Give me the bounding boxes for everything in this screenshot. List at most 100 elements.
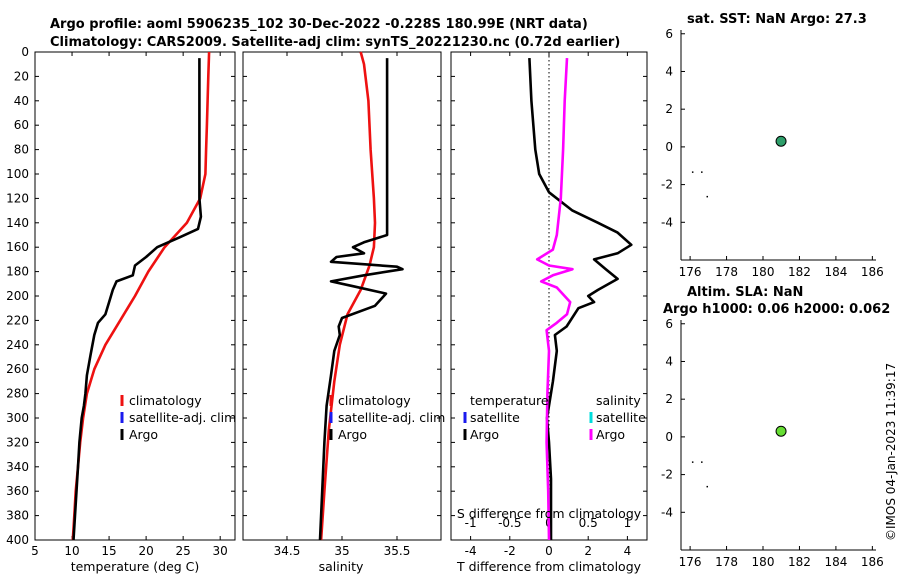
map-y-tick-label: -2 — [661, 468, 673, 482]
coastline-dot — [707, 486, 709, 488]
y-tick-label: 140 — [6, 216, 29, 230]
x-tick-label: 10 — [64, 544, 79, 558]
title-line-2: Climatology: CARS2009. Satellite-adj cli… — [50, 35, 620, 50]
legend-title-salinity: salinity — [596, 393, 641, 408]
temperature-legend: climatology satellite-adj. clim Argo — [122, 393, 236, 442]
y-tick-label: 160 — [6, 240, 29, 254]
y-tick-label: 60 — [14, 118, 29, 132]
x-tick-label: 2 — [584, 544, 592, 558]
argo-height-title: Argo h1000: 0.06 h2000: 0.062 — [663, 302, 890, 317]
map-y-tick-label: 2 — [665, 102, 673, 116]
series-line-t-diff-argo — [529, 58, 631, 540]
legend-label: Argo — [596, 427, 625, 442]
y-tick-label: 20 — [14, 69, 29, 83]
coastline-dot — [701, 171, 703, 173]
legend-label: satellite-adj. clim — [129, 410, 236, 425]
figure: Argo profile: aoml 5906235_102 30-Dec-20… — [0, 0, 900, 580]
x-tick-label: 35.5 — [384, 544, 411, 558]
map-x-tick-label: 184 — [824, 265, 847, 279]
temperature-panel: 0 20 40 60 80 100 120 140 160 180 200 220 240 260 280 3… — [6, 45, 235, 558]
legend-label: climatology — [129, 393, 202, 408]
map-x-tick-label: 184 — [824, 555, 847, 569]
map-y-tick-label: -4 — [661, 215, 673, 229]
map-x-tick-label: 176 — [679, 265, 702, 279]
altimetry-map-panel: -4 -2 0 2 4 6 176 178 180 182 184 186 — [661, 317, 884, 569]
x-axis-label-tdiff: T difference from climatology — [456, 559, 642, 574]
difference-legend: temperature salinity satellite Argo sate… — [465, 393, 646, 442]
argo-position-marker — [776, 426, 786, 436]
y-tick-label: 200 — [6, 289, 29, 303]
series-line-climatology — [321, 52, 375, 540]
map-y-tick-label: -2 — [661, 178, 673, 192]
legend-label: Argo — [338, 427, 367, 442]
series-line-argo — [320, 58, 403, 540]
map-y-tick-label: 0 — [665, 430, 673, 444]
top-axis-label-sdiff: S difference from climatology — [457, 506, 642, 521]
y-tick-label: 380 — [6, 509, 29, 523]
map-y-tick-label: 2 — [665, 392, 673, 406]
x-tick-label: 0 — [545, 544, 553, 558]
coastline-dot — [692, 171, 694, 173]
y-tick-label: 360 — [6, 484, 29, 498]
x-tick-label: 20 — [138, 544, 153, 558]
coastline-dot — [692, 461, 694, 463]
y-tick-label: 260 — [6, 362, 29, 376]
y-tick-label: 320 — [6, 435, 29, 449]
legend-label: Argo — [470, 427, 499, 442]
legend-label: climatology — [338, 393, 411, 408]
sst-title: sat. SST: NaN Argo: 27.3 — [687, 12, 867, 27]
y-tick-label: 220 — [6, 313, 29, 327]
y-tick-label: 100 — [6, 167, 29, 181]
map-x-tick-label: 182 — [788, 555, 811, 569]
y-tick-label: 400 — [6, 533, 29, 547]
x-tick-label: -2 — [504, 544, 516, 558]
y-tick-label: 280 — [6, 387, 29, 401]
coastline-dot — [707, 196, 709, 198]
x-tick-label: 25 — [176, 544, 191, 558]
argo-position-marker — [776, 136, 786, 146]
map-y-tick-label: -4 — [661, 505, 673, 519]
map-x-tick-label: 182 — [788, 265, 811, 279]
legend-label: satellite — [470, 410, 520, 425]
map-x-tick-label: 186 — [861, 265, 884, 279]
y-tick-label: 80 — [14, 143, 29, 157]
map-x-tick-label: 180 — [752, 555, 775, 569]
x-axis-label-temperature: temperature (deg C) — [71, 559, 200, 574]
y-tick-label: 180 — [6, 265, 29, 279]
y-tick-label: 0 — [21, 45, 29, 59]
map-y-tick-label: 0 — [665, 140, 673, 154]
map-y-tick-label: 6 — [665, 27, 673, 41]
map-x-tick-label: 178 — [715, 265, 738, 279]
x-tick-label: 34.5 — [274, 544, 301, 558]
legend-title-temperature: temperature — [470, 393, 549, 408]
x-tick-label: 5 — [31, 544, 39, 558]
map-x-tick-label: 186 — [861, 555, 884, 569]
y-tick-label: 340 — [6, 460, 29, 474]
legend-label: satellite — [596, 410, 646, 425]
difference-panel: -4 -2 0 2 4-1 -0.5 0 0.5 1 — [451, 52, 647, 558]
x-tick-label: 4 — [624, 544, 632, 558]
map-y-tick-label: 4 — [665, 64, 673, 78]
map-x-tick-label: 180 — [752, 265, 775, 279]
coastline-dot — [701, 461, 703, 463]
map-x-tick-label: 178 — [715, 555, 738, 569]
x-tick-label: 30 — [213, 544, 228, 558]
title-line-1: Argo profile: aoml 5906235_102 30-Dec-20… — [50, 17, 588, 32]
map-y-tick-label: 6 — [665, 317, 673, 331]
imos-timestamp: ©IMOS 04-Jan-2023 11:39:17 — [884, 363, 898, 541]
x-tick-label: 35 — [334, 544, 349, 558]
y-tick-label: 300 — [6, 411, 29, 425]
y-tick-label: 40 — [14, 94, 29, 108]
salinity-legend: climatology satellite-adj. clim Argo — [331, 393, 445, 442]
x-tick-label: 15 — [101, 544, 116, 558]
x-tick-label: -4 — [465, 544, 477, 558]
sst-map-panel: -4 -2 0 2 4 6 176 178 180 182 184 186 — [661, 27, 884, 279]
series-line-climatology — [73, 52, 209, 540]
altim-title: Altim. SLA: NaN — [687, 285, 803, 300]
series-line-s-diff-argo — [537, 58, 572, 540]
x-axis-label-salinity: salinity — [319, 559, 364, 574]
map-y-tick-label: 4 — [665, 354, 673, 368]
map-x-tick-label: 176 — [679, 555, 702, 569]
legend-label: satellite-adj. clim — [338, 410, 445, 425]
y-tick-label: 120 — [6, 191, 29, 205]
